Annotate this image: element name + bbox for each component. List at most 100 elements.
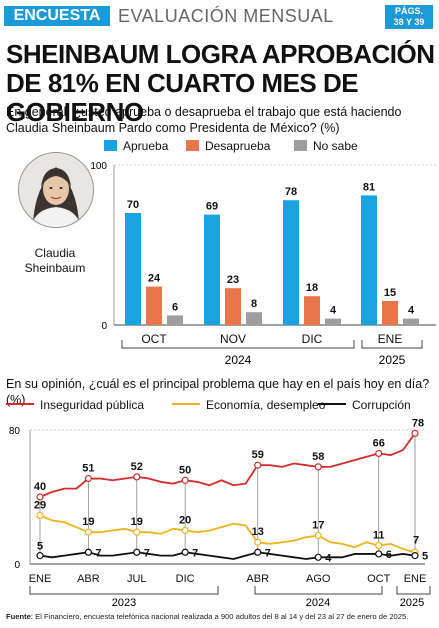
bar-desaprueba-oct <box>146 286 162 325</box>
point-corrupcion-12 <box>181 548 189 556</box>
bar-desaprueba-dic <box>304 296 320 325</box>
point-label-corrupcion-8: 7 <box>144 547 150 559</box>
point-label-inseguridad-publica-18: 59 <box>252 449 264 461</box>
bar-no-sabe-nov <box>246 312 262 325</box>
bar-aprueba-nov <box>204 214 220 325</box>
point-label-inseguridad-publica-31: 78 <box>412 417 424 429</box>
legend-corrupcion-label: Corrupción <box>352 398 411 412</box>
approval-category-dic: DIC <box>302 332 323 346</box>
pages-label: PÁGS. <box>394 6 423 16</box>
point-corrupcion-31 <box>411 552 419 560</box>
point-label-corrupcion-4: 7 <box>95 547 101 559</box>
aprueba-swatch <box>104 140 117 151</box>
bar-desaprueba-ene <box>382 301 398 325</box>
bar-label-aprueba-ene: 81 <box>363 181 375 193</box>
approval-ytick-0: 0 <box>101 321 107 332</box>
point-label-inseguridad-publica-0: 40 <box>34 481 46 493</box>
approval-year-2025: 2025 <box>379 353 406 367</box>
point-label-economia-desempleo-31: 7 <box>413 534 419 546</box>
legend-inseguridad-label: Inseguridad pública <box>40 398 145 412</box>
approval-legend-no-sabe: No sabe <box>294 139 358 153</box>
bar-label-desaprueba-oct: 24 <box>148 273 161 285</box>
point-economia-desempleo-8 <box>133 528 141 536</box>
problem-legend-inseguridad: Inseguridad pública <box>6 398 144 412</box>
problem-xlabel-6: OCT <box>367 573 391 585</box>
bar-label-no-sabe-dic: 4 <box>330 305 337 317</box>
problem-xlabel-0: ENE <box>29 573 52 585</box>
source-note: Fuente: El Financiero, encuesta telefóni… <box>6 612 436 622</box>
source-label: Fuente <box>6 612 31 621</box>
point-label-economia-desempleo-18: 13 <box>252 526 264 538</box>
problem-xlabel-3: DIC <box>176 573 195 585</box>
bar-aprueba-dic <box>283 200 299 325</box>
point-label-economia-desempleo-12: 20 <box>179 515 191 527</box>
problem-xlabel-1: ABR <box>77 573 100 585</box>
point-inseguridad-publica-23 <box>314 463 322 471</box>
approval-year-2024: 2024 <box>225 353 252 367</box>
problem-line-chart: 80 0 2023 2024 2025 ENE ABR JUL DIC ABR AGO OC… <box>9 417 431 609</box>
bar-no-sabe-oct <box>167 315 183 325</box>
source-text: : El Financiero, encuesta telefónica nac… <box>30 612 409 621</box>
approval-legend-aprueba: Aprueba <box>104 139 168 153</box>
portrait-illustration <box>31 167 81 227</box>
legend-economia-label: Economía, desempleo <box>206 398 326 412</box>
line-corrupcion <box>39 551 416 560</box>
point-inseguridad-publica-31 <box>411 429 419 437</box>
problem-ytick-80: 80 <box>9 426 21 437</box>
point-corrupcion-0 <box>36 552 44 560</box>
approval-year-bracket-2025 <box>361 340 423 349</box>
approval-category-ene: ENE <box>378 332 403 346</box>
point-label-corrupcion-0: 5 <box>37 541 43 553</box>
point-corrupcion-28 <box>375 550 383 558</box>
problem-xlabel-7: ENE <box>404 573 427 585</box>
avatar <box>18 152 94 228</box>
point-economia-desempleo-4 <box>84 528 92 536</box>
point-inseguridad-publica-4 <box>84 474 92 483</box>
point-economia-desempleo-23 <box>314 531 322 540</box>
legend-desaprueba-label: Desaprueba <box>205 139 271 153</box>
point-label-inseguridad-publica-4: 51 <box>82 463 94 475</box>
point-corrupcion-4 <box>84 548 92 556</box>
bar-label-aprueba-nov: 69 <box>206 201 218 213</box>
bar-label-aprueba-oct: 70 <box>127 199 139 211</box>
bar-label-no-sabe-ene: 4 <box>408 305 415 317</box>
point-economia-desempleo-18 <box>254 538 262 546</box>
section-title: EVALUACIÓN MENSUAL <box>118 6 334 26</box>
approval-bar-chart: 100 0 2024 2025 70 24 6 OCT 69 23 8 NOV 78 18 4 DIC… <box>90 161 436 367</box>
bar-aprueba-ene <box>361 195 377 325</box>
point-label-economia-desempleo-4: 19 <box>82 516 94 528</box>
point-inseguridad-publica-0 <box>36 493 44 501</box>
headline: SHEINBAUM LOGRA APROBACIÓN DE 81% EN CUA… <box>6 39 435 127</box>
problem-year-2025: 2025 <box>400 597 424 609</box>
bar-label-desaprueba-nov: 23 <box>227 274 239 286</box>
approval-category-oct: OCT <box>141 332 167 346</box>
legend-no-sabe-label: No sabe <box>313 139 358 153</box>
point-economia-desempleo-0 <box>36 511 44 520</box>
problem-year-2024: 2024 <box>306 597 330 609</box>
problem-legend-economia: Economía, desempleo <box>172 398 325 412</box>
point-economia-desempleo-28 <box>375 541 383 550</box>
approval-year-bracket-2024 <box>121 340 355 349</box>
line-inseguridad-publica <box>39 432 416 498</box>
point-corrupcion-8 <box>133 548 141 556</box>
bar-label-no-sabe-oct: 6 <box>172 301 178 313</box>
problem-legend-corrupcion: Corrupción <box>318 398 411 412</box>
line-economia-desempleo <box>39 514 416 554</box>
no-sabe-swatch <box>294 140 307 151</box>
point-label-corrupcion-18: 7 <box>265 547 271 559</box>
point-label-inseguridad-publica-12: 50 <box>179 464 191 476</box>
problem-xlabel-5: AGO <box>306 573 331 585</box>
problem-xlabel-2: JUL <box>127 573 147 585</box>
point-inseguridad-publica-18 <box>254 461 262 469</box>
point-label-economia-desempleo-0: 29 <box>34 499 46 511</box>
legend-aprueba-label: Aprueba <box>123 139 169 153</box>
problem-ytick-0: 0 <box>14 560 20 571</box>
approval-legend-desaprueba: Desaprueba <box>186 139 270 153</box>
point-label-economia-desempleo-23: 17 <box>312 520 324 532</box>
problem-year-bracket-2025 <box>396 586 431 595</box>
point-inseguridad-publica-12 <box>181 476 189 484</box>
economia-swatch <box>172 403 200 405</box>
point-label-corrupcion-28: 6 <box>386 549 392 561</box>
bar-label-no-sabe-nov: 8 <box>251 298 257 310</box>
desaprueba-swatch <box>186 140 199 151</box>
